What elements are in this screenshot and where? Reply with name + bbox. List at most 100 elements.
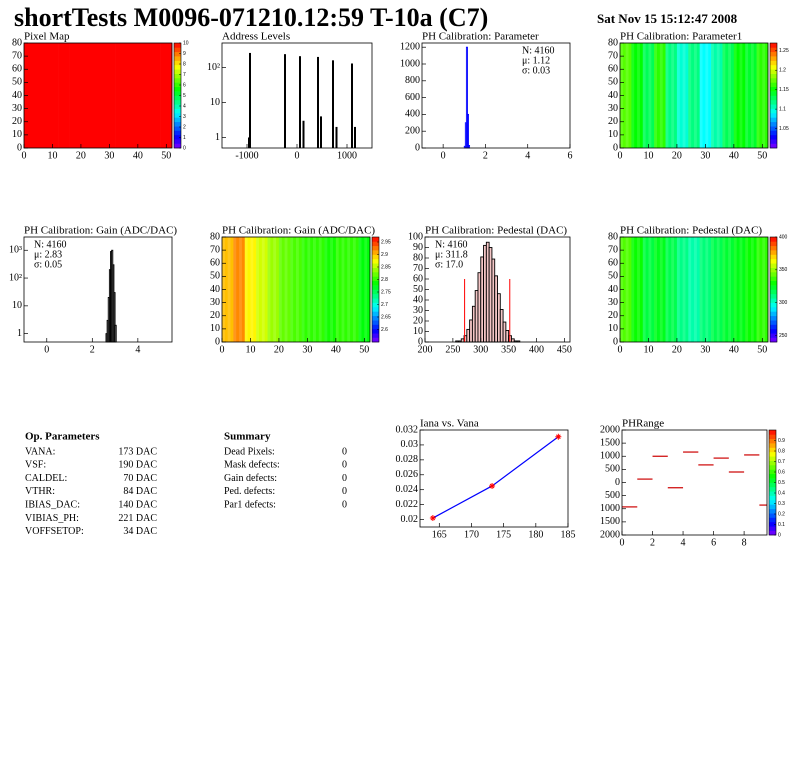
texture	[233, 237, 237, 342]
texture	[637, 43, 640, 148]
table-title: Op. Parameters	[25, 431, 100, 443]
heatmap-cell	[222, 237, 234, 342]
z-tick-label: 10	[183, 40, 189, 46]
texture	[745, 43, 749, 148]
panel-title: PH Calibration: Pedestal (DAC)	[425, 225, 567, 237]
color-scale	[372, 254, 379, 260]
y-tick-label: 40	[608, 90, 618, 101]
texture	[250, 237, 254, 342]
row-label: VIBIAS_PH:	[25, 513, 79, 524]
color-scale	[372, 293, 379, 299]
color-scale	[770, 328, 777, 334]
color-scale	[769, 451, 776, 457]
color-scale	[770, 43, 777, 48]
x-tick-label: 50	[359, 344, 369, 355]
z-tick-label: 7	[183, 72, 186, 78]
texture	[722, 43, 726, 148]
texture	[739, 43, 743, 148]
texture	[296, 237, 299, 342]
heatmap-cell	[267, 237, 280, 342]
x-tick-label: 300	[473, 344, 488, 355]
heatmap-cell	[313, 237, 325, 342]
texture	[728, 43, 731, 148]
x-tick-label: 50	[757, 150, 767, 161]
panel-title: PH Calibration: Parameter1	[620, 31, 742, 43]
heatmap-cell	[358, 237, 371, 342]
panel-title: PH Calibration: Gain (ADC/DAC)	[222, 225, 375, 237]
row-label: Par1 defects:	[224, 499, 276, 510]
x-tick-label: 50	[161, 150, 171, 161]
color-scale	[770, 289, 777, 295]
x-tick-label: 1000	[337, 150, 357, 161]
stats: μ: 1.12	[522, 55, 550, 66]
x-tick-label: 40	[729, 344, 739, 355]
row-value: 70 DAC	[123, 473, 157, 484]
color-scale	[770, 258, 777, 264]
color-scale	[770, 320, 777, 325]
color-scale	[770, 108, 777, 114]
y-tick-label: 60	[12, 64, 22, 75]
color-scale	[770, 86, 777, 92]
x-tick-label: 175	[496, 529, 511, 540]
spike	[320, 116, 322, 148]
y-tick-label: 200	[405, 125, 420, 136]
z-tick-label: 1.1	[779, 106, 786, 112]
y-tick-label: 60	[608, 258, 618, 269]
x-tick-label: 10	[47, 150, 57, 161]
row-label: Mask defects:	[224, 460, 280, 471]
texture	[358, 237, 362, 342]
table-title: Summary	[224, 431, 271, 443]
texture	[301, 237, 305, 342]
x-tick-label: 8	[742, 537, 747, 548]
z-tick-label: 0.7	[778, 459, 785, 465]
y-tick-label: 10	[12, 300, 22, 311]
z-tick-label: 350	[779, 267, 788, 273]
texture	[733, 43, 737, 148]
stats: σ: 17.0	[435, 259, 463, 270]
heatmap-cell	[688, 237, 700, 342]
color-scale	[174, 64, 181, 70]
y-tick-label: 50	[12, 77, 22, 88]
texture	[762, 237, 766, 342]
y-tick-label: 500	[605, 464, 620, 475]
y-tick-label: 30	[413, 305, 423, 316]
color-scale	[770, 139, 777, 144]
heatmap-cell	[126, 43, 139, 148]
heatmap-cell	[711, 237, 723, 342]
y-tick-label: 70	[12, 50, 22, 61]
color-scale	[770, 99, 777, 105]
color-scale	[770, 143, 777, 149]
color-scale	[770, 126, 777, 131]
color-scale-frame	[769, 42, 778, 149]
y-tick-label: 100	[408, 231, 423, 242]
color-scale	[174, 43, 181, 48]
texture	[705, 43, 709, 148]
x-tick-label: 170	[464, 529, 479, 540]
spike	[351, 63, 353, 148]
color-scale	[769, 530, 776, 536]
stats: N: 4160	[435, 239, 468, 250]
panel-title: PH Calibration: Pedestal (DAC)	[620, 225, 762, 237]
texture	[631, 43, 635, 148]
texture	[665, 237, 669, 342]
color-scale-frame	[371, 236, 380, 343]
texture	[682, 43, 686, 148]
color-scale	[770, 60, 777, 66]
color-scale	[372, 311, 379, 317]
color-scale	[769, 513, 776, 518]
color-scale	[769, 495, 776, 501]
color-scale	[770, 315, 777, 321]
texture	[324, 237, 328, 342]
heatmap-cell	[80, 43, 93, 148]
texture	[335, 237, 339, 342]
x-tick-label: 0	[44, 344, 49, 355]
x-tick-label: 4	[525, 150, 530, 161]
z-tick-label: 1	[183, 135, 186, 141]
spike	[317, 56, 319, 148]
heatmap-cell	[46, 43, 59, 148]
x-tick-label: 0	[618, 344, 623, 355]
color-scale	[769, 434, 776, 440]
heatmap-cell	[24, 43, 36, 148]
texture	[711, 237, 714, 342]
z-tick-label: 300	[779, 300, 788, 306]
